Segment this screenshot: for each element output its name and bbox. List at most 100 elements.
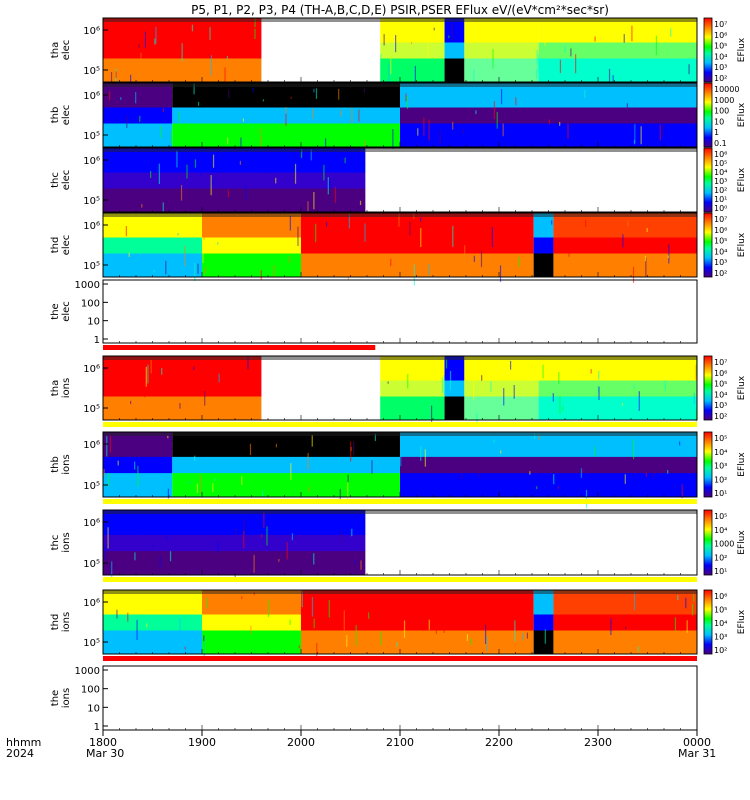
colorbar-tick-label: 1 [714,128,719,137]
colorbar-label: EFlux [737,167,747,192]
colorbar-tick-label: 10⁵ [714,434,727,443]
colorbar-tick-label: 10¹ [714,489,727,498]
colorbar-tick-label: 10 [714,117,724,126]
colorbar-tick-label: 10⁴ [714,526,727,535]
colorbar-tick-label: 10² [714,475,727,484]
x-axis-label-hhmm: hhmm [6,736,41,749]
colorbar-label: EFlux [737,452,747,477]
x-axis-date-end: Mar 31 [678,747,716,760]
colorbar-tick-label: 10⁵ [714,159,727,168]
y-tick-label: 10⁵ [83,638,100,649]
y-axis-label: ions [61,532,72,552]
colorbar-tick-label: 10⁷ [714,20,727,29]
colorbar-tick-label: 0.1 [714,139,727,148]
y-tick-label: 10⁵ [83,66,100,77]
colorbar-tick-label: 10² [714,74,727,83]
colorbar-thd-ions: 10⁶ 10⁵ 10⁴ 10³ 10² EFlux [703,589,747,655]
panel-the-elec: 1000 100 10 1 the elec [50,279,698,346]
colorbar-tick-label: 10⁶ [714,150,727,159]
y-tick-label: 10⁶ [83,221,100,232]
y-axis-label: the [50,690,61,706]
colorbar-tick-label: 10⁰ [714,204,727,213]
colorbar-tick-label: 10⁶ [714,592,727,601]
status-flag-bar [103,422,697,427]
colorbar-label: EFlux [737,102,747,127]
y-axis-label: ions [61,688,72,708]
colorbar-tick-label: 10⁷ [714,358,727,367]
colorbar-tick-label: 10³ [714,177,727,186]
colorbar-tick-label: 10² [714,646,727,655]
x-tick-label: 0000 [683,736,711,749]
colorbar-tick-label: 10⁴ [714,390,727,399]
panel-thd-ions: 10⁶ 10⁵ 10⁴ 10³ 10² EFlux 10⁶ 10⁵ thd ions [50,589,747,658]
x-axis-date-start: Mar 30 [86,747,124,760]
x-tick-label: 2200 [485,736,513,749]
colorbar-tick-label: 10¹ [714,195,727,204]
y-tick-label: 10⁶ [83,364,100,375]
status-flag-bar [103,499,697,504]
colorbar-tick-label: 10⁴ [714,619,727,628]
y-axis-label: the [50,303,61,319]
colorbar-tick-label: 10² [714,269,727,278]
y-axis-label: tha [50,42,61,58]
y-tick-label: 100 [81,685,100,696]
colorbar-tick-label: 10³ [714,462,727,471]
colorbar-label: EFlux [737,375,747,400]
colorbar-tick-label: 100 [714,107,729,116]
y-axis-label: thc [50,172,61,188]
status-flag-bar [103,656,697,661]
colorbar-tick-label: 10⁵ [714,42,727,51]
y-axis-label: ions [61,612,72,632]
x-tick-label: 1900 [188,736,216,749]
colorbar-tick-label: 10⁴ [714,448,727,457]
colorbar-tick-label: 10⁵ [714,380,727,389]
colorbar-tick-label: 10³ [714,633,727,642]
panel-the-ions: 1000 100 10 1 the ions [50,665,698,733]
colorbar-tick-label: 10¹ [714,567,727,576]
x-tick-label: 2100 [386,736,414,749]
y-tick-label: 10⁵ [83,404,100,415]
colorbar-tick-label: 10⁶ [714,31,727,40]
colorbar-tick-label: 1000 [714,96,734,105]
colorbar-tick-label: 10⁷ [714,215,727,224]
panel-frame [102,279,698,344]
y-axis-label: tha [50,380,61,396]
y-tick-label: 100 [81,298,100,309]
colorbar-thc-ions: 10⁵ 10⁴ 1000 10² 10¹ EFlux [703,509,747,576]
y-tick-label: 10⁵ [83,559,100,570]
figure-title: P5, P1, P2, P3, P4 (TH-A,B,C,D,E) PSIR,P… [191,3,609,17]
y-tick-label: 10 [87,703,100,714]
status-flag-bar [103,345,376,350]
y-tick-label: 10⁶ [83,156,100,167]
colorbar-tick-label: 10² [714,412,727,421]
x-tick-label: 1800 [89,736,117,749]
y-axis-label: elec [61,170,72,191]
y-axis-label: thd [50,237,61,254]
colorbar-label: EFlux [737,37,747,62]
colorbar-tick-label: 10⁴ [714,168,727,177]
colorbar-label: EFlux [737,530,747,555]
y-tick-label: 10⁵ [83,261,100,272]
y-tick-label: 1000 [75,666,100,677]
colorbar-tick-label: 10³ [714,401,727,410]
panel-frame [102,665,698,731]
y-tick-label: 10⁶ [83,91,100,102]
y-tick-label: 10⁶ [83,440,100,451]
y-axis-label: ions [61,454,72,474]
colorbar-tick-label: 10³ [714,63,727,72]
y-axis-label: thc [50,535,61,551]
colorbar-tick-label: 10⁶ [714,369,727,378]
x-tick-label: 2300 [584,736,612,749]
y-axis-label: elec [61,105,72,126]
colorbar-tick-label: 10000 [714,85,739,94]
y-axis-label: elec [61,301,72,322]
colorbar-label: EFlux [737,232,747,257]
y-axis-label: ions [61,378,72,398]
y-tick-label: 10⁶ [83,518,100,529]
y-axis-label: thb [50,456,61,473]
